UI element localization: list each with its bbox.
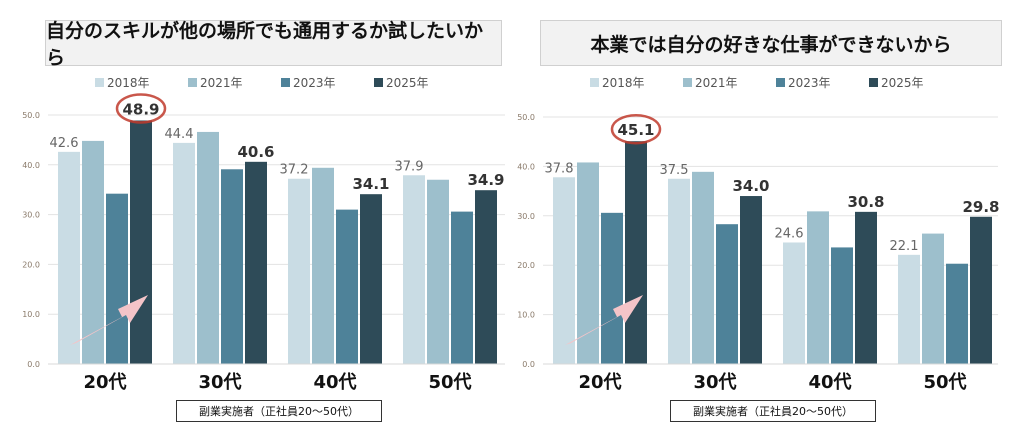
chart-1-ytick-label: 10.0 (22, 310, 40, 319)
chart-2-highlight-circle (610, 113, 662, 145)
chart-1-legend-label: 2018年 (107, 76, 150, 90)
chart-1-bar-20代-2023年 (106, 193, 128, 364)
chart-2-legend-label: 2025年 (881, 76, 924, 90)
chart-2-bar-40代-2025年 (855, 211, 877, 364)
chart-1-bar-20代-2025年 (130, 120, 152, 364)
chart-2-bar-50代-2021年 (922, 233, 944, 364)
chart-1-bar-20代-2018年 (58, 151, 80, 364)
chart-2-legend-swatch-2023年 (776, 78, 785, 87)
chart-1-bar-40代-2023年 (336, 209, 358, 364)
chart-2-category-label: 30代 (693, 372, 736, 393)
chart-1-data-label: 42.6 (50, 136, 79, 151)
chart-1-ytick-label: 20.0 (22, 260, 40, 269)
chart-1-bar-50代-2025年 (475, 190, 497, 364)
chart-2-title: 本業では自分の好きな仕事ができないから (540, 20, 1002, 66)
chart-1-ytick-label: 0.0 (27, 360, 40, 369)
chart-2-data-label: 37.5 (660, 163, 689, 178)
chart-2-bar-20代-2023年 (601, 212, 623, 364)
chart-2-bar-30代-2021年 (692, 171, 714, 364)
chart-1-category-label: 20代 (83, 372, 126, 393)
chart-2-bar-30代-2018年 (668, 178, 690, 364)
chart-1-ytick-label: 40.0 (22, 161, 40, 170)
chart-1-bar-40代-2025年 (360, 194, 382, 364)
chart-2-ytick-label: 30.0 (517, 212, 535, 221)
chart-1-category-label: 30代 (198, 372, 241, 393)
chart-1-legend-swatch-2021年 (188, 78, 197, 87)
chart-2-legend-swatch-2021年 (683, 78, 692, 87)
chart-2-legend-label: 2023年 (788, 76, 831, 90)
chart-2-bar-50代-2025年 (970, 216, 992, 364)
chart-1-bar-50代-2021年 (427, 179, 449, 364)
chart-2-data-label: 29.8 (962, 198, 999, 216)
chart-2-category-label: 20代 (578, 372, 621, 393)
chart-1-legend-label: 2021年 (200, 76, 243, 90)
chart-2-ytick-label: 20.0 (517, 261, 535, 270)
chart-2-bar-30代-2025年 (740, 196, 762, 364)
chart-1-bar-30代-2021年 (197, 131, 219, 364)
chart-2-ytick-label: 10.0 (517, 311, 535, 320)
chart-2-data-label: 45.1 (617, 121, 654, 139)
chart-2-legend-swatch-2025年 (869, 78, 878, 87)
chart-1-data-label: 40.6 (237, 143, 274, 161)
chart-1-legend-label: 2023年 (293, 76, 336, 90)
chart-1-ytick-label: 50.0 (22, 111, 40, 120)
chart-2-legend-label: 2021年 (695, 76, 738, 90)
chart-1-data-label: 44.4 (165, 127, 194, 142)
chart-1-data-label: 37.9 (395, 159, 424, 174)
chart-1-bar-30代-2023年 (221, 169, 243, 364)
chart-2-bar-40代-2018年 (783, 242, 805, 364)
chart-2-data-label: 22.1 (890, 239, 919, 254)
chart-2-bar-40代-2023年 (831, 247, 853, 364)
chart-1-arrow-icon (70, 295, 148, 345)
chart-2-data-label: 24.6 (775, 226, 804, 241)
chart-2-ytick-label: 0.0 (522, 360, 535, 369)
chart-1-data-label: 34.9 (467, 171, 504, 189)
chart-2-bar-40代-2021年 (807, 211, 829, 364)
chart-1-title: 自分のスキルが他の場所でも通用するか試したいから (45, 20, 502, 69)
chart-1-footnote: 副業実施者（正社員20～50代） (176, 400, 382, 422)
chart-1-bar-50代-2023年 (451, 211, 473, 364)
chart-2-data-label: 34.0 (732, 177, 769, 195)
chart-2-category-label: 50代 (923, 372, 966, 393)
chart-1-data-label: 48.9 (122, 100, 159, 118)
chart-2-bar-20代-2021年 (577, 162, 599, 364)
chart-1-category-label: 50代 (428, 372, 471, 393)
chart-1-legend-label: 2025年 (386, 76, 429, 90)
chart-2-bar-50代-2018年 (898, 254, 920, 364)
chart-1-bar-20代-2021年 (82, 140, 104, 364)
chart-1-data-label: 34.1 (352, 175, 389, 193)
chart-2-footnote: 副業実施者（正社員20～50代） (670, 400, 876, 422)
chart-1-bar-50代-2018年 (403, 175, 425, 364)
chart-1-category-label: 40代 (313, 372, 356, 393)
chart-2-data-label: 37.8 (545, 161, 574, 176)
chart-2-bar-50代-2023年 (946, 263, 968, 364)
chart-1-bar-30代-2018年 (173, 142, 195, 364)
chart-2-ytick-label: 50.0 (517, 113, 535, 122)
chart-1-data-label: 37.2 (280, 163, 309, 178)
chart-2-legend-swatch-2018年 (590, 78, 599, 87)
chart-1-highlight-circle (115, 93, 167, 124)
chart-1-bar-40代-2018年 (288, 178, 310, 364)
chart-1-bar-40代-2021年 (312, 167, 334, 364)
chart-2-legend-label: 2018年 (602, 76, 645, 90)
chart-1-ytick-label: 30.0 (22, 211, 40, 220)
chart-2-ytick-label: 40.0 (517, 162, 535, 171)
chart-1-legend-swatch-2025年 (374, 78, 383, 87)
chart-2-bar-20代-2025年 (625, 141, 647, 364)
chart-2-bar-20代-2018年 (553, 177, 575, 364)
chart-2-category-label: 40代 (808, 372, 851, 393)
chart-2-arrow-icon (565, 295, 643, 345)
chart-1-legend-swatch-2018年 (95, 78, 104, 87)
chart-2-bar-30代-2023年 (716, 224, 738, 364)
chart-1-legend-swatch-2023年 (281, 78, 290, 87)
chart-2-data-label: 30.8 (847, 193, 884, 211)
chart-1-bar-30代-2025年 (245, 161, 267, 364)
